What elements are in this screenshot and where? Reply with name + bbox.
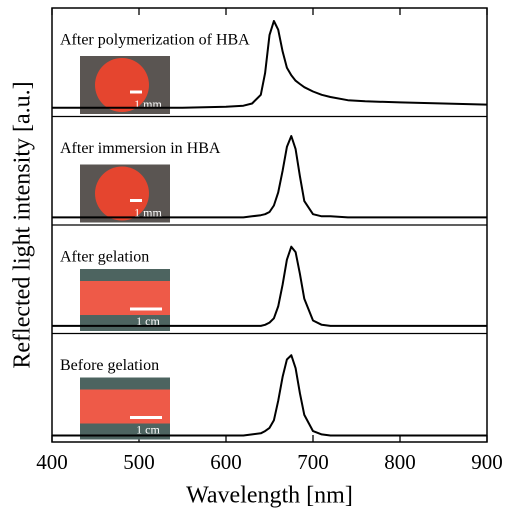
scale-label: 1 mm bbox=[134, 205, 162, 219]
inset-sample bbox=[95, 58, 149, 112]
x-tick-label: 800 bbox=[384, 450, 416, 474]
x-tick-label: 900 bbox=[471, 450, 503, 474]
spectrum-line bbox=[52, 354, 487, 437]
x-tick-label: 500 bbox=[123, 450, 155, 474]
spectrum-line bbox=[52, 135, 487, 219]
x-tick-label: 700 bbox=[297, 450, 329, 474]
x-tick-label: 600 bbox=[210, 450, 242, 474]
panel-label: After immersion in HBA bbox=[60, 140, 221, 157]
inset-sample bbox=[95, 166, 149, 221]
scale-label: 1 cm bbox=[136, 314, 160, 328]
x-tick-label: 400 bbox=[36, 450, 68, 474]
x-axis-title: Wavelength [nm] bbox=[186, 483, 353, 509]
panel-label: After polymerization of HBA bbox=[60, 32, 250, 49]
panel-label: After gelation bbox=[60, 249, 149, 266]
spectrum-line bbox=[52, 245, 487, 327]
scale-label: 1 cm bbox=[136, 422, 160, 436]
spectrum-line bbox=[52, 20, 488, 109]
panel-label: Before gelation bbox=[60, 357, 159, 374]
y-axis-title: Reflected light intensity [a.u.] bbox=[10, 81, 36, 368]
